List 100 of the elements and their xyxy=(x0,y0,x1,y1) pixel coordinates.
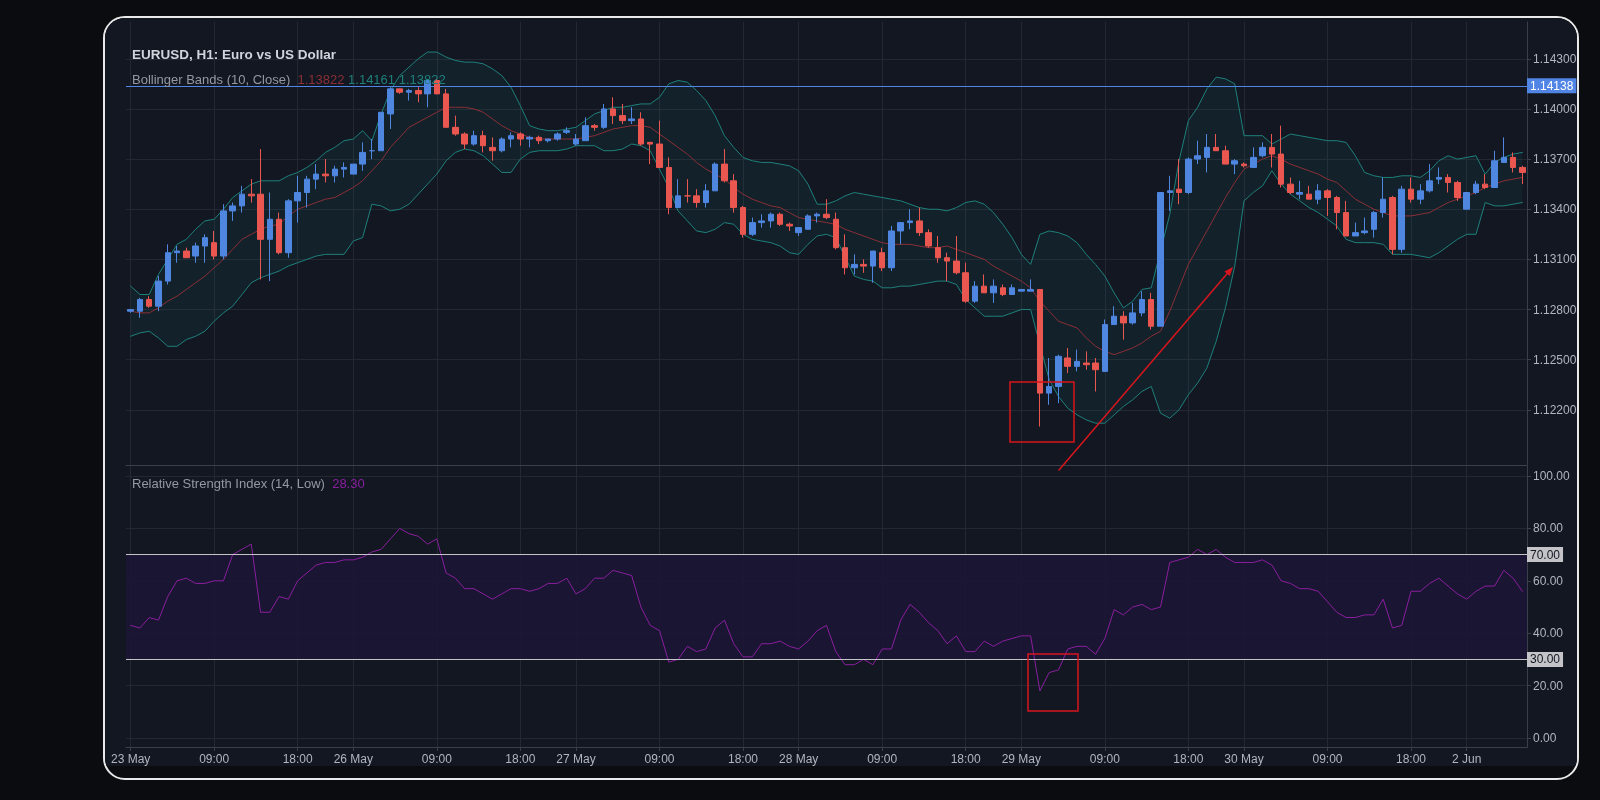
candlestick xyxy=(517,131,524,147)
x-tick-label: 2 Jun xyxy=(1452,752,1482,766)
candlestick xyxy=(211,230,217,260)
candlestick xyxy=(675,178,681,209)
candlestick xyxy=(1417,183,1424,205)
candlestick xyxy=(1222,145,1229,165)
x-tick-label: 29 May xyxy=(1001,752,1042,766)
text: EURUSD, H1: Euro vs US Dollar xyxy=(132,46,337,62)
candlestick xyxy=(545,138,551,143)
candlestick xyxy=(1250,146,1257,168)
candlestick xyxy=(1129,302,1136,326)
candlestick xyxy=(406,88,412,102)
candlestick xyxy=(322,158,329,183)
candlestick xyxy=(341,161,347,178)
x-tick-label: 09:00 xyxy=(421,752,453,766)
x-tick-label: 30 May xyxy=(1224,752,1264,766)
candlestick xyxy=(619,103,626,125)
candlestick xyxy=(248,178,255,204)
ref-line-label: 1.14138 xyxy=(1530,78,1574,93)
candlestick xyxy=(1027,278,1034,292)
candlestick xyxy=(1491,150,1498,188)
candlestick xyxy=(730,173,737,214)
x-tick-label: 09:00 xyxy=(1089,752,1121,766)
candlestick xyxy=(183,247,190,259)
candlestick xyxy=(1361,217,1368,235)
x-tick-label: 18:00 xyxy=(1396,752,1427,766)
candlestick xyxy=(1157,192,1164,327)
candlestick xyxy=(953,235,960,275)
candlestick xyxy=(1398,185,1405,254)
y-tick-label: 1.14300 xyxy=(1533,51,1577,66)
candlestick xyxy=(174,245,180,264)
candlestick xyxy=(499,136,505,153)
candlestick xyxy=(740,205,746,239)
x-tick-label: 09:00 xyxy=(867,752,898,766)
candlestick xyxy=(777,212,783,227)
candlestick xyxy=(1287,176,1294,195)
candlestick xyxy=(907,208,913,230)
candlestick xyxy=(870,250,876,284)
candlestick xyxy=(591,123,598,132)
candlestick xyxy=(944,252,950,282)
candlestick xyxy=(962,262,969,304)
candlestick xyxy=(332,165,338,183)
candlestick xyxy=(712,161,718,192)
candlestick xyxy=(1148,292,1154,331)
candlestick xyxy=(452,115,459,137)
candlestick xyxy=(359,141,366,172)
candlestick xyxy=(1231,158,1238,175)
candlestick xyxy=(1083,350,1090,371)
candlestick xyxy=(925,228,932,249)
candlestick xyxy=(721,148,728,183)
candlestick xyxy=(851,253,858,275)
candlestick xyxy=(897,222,904,245)
candlestick xyxy=(1426,163,1433,194)
y-tick-label: 1.12500 xyxy=(1533,352,1577,367)
candlestick xyxy=(1055,354,1062,404)
candlestick xyxy=(137,297,143,319)
candlestick xyxy=(972,280,978,304)
line-series xyxy=(130,143,1523,424)
candlestick xyxy=(693,188,700,209)
candlestick xyxy=(916,207,923,237)
candlestick xyxy=(313,163,319,190)
x-tick-label: 26 May xyxy=(333,752,373,766)
candlestick xyxy=(1482,173,1488,190)
candlestick xyxy=(1241,161,1247,168)
candlestick xyxy=(638,111,644,147)
candlestick xyxy=(573,133,579,147)
candlestick xyxy=(267,192,273,282)
candlestick xyxy=(276,212,282,255)
candlestick xyxy=(257,148,264,280)
candlestick xyxy=(1018,288,1025,292)
y-tick-label: 1.13100 xyxy=(1533,252,1577,267)
candlestick xyxy=(601,103,607,130)
candlestick xyxy=(1064,347,1071,374)
y-tick-label: 20.00 xyxy=(1533,678,1564,693)
candlestick xyxy=(833,212,839,250)
candlestick xyxy=(1000,283,1006,297)
candlestick xyxy=(229,202,236,222)
candlestick xyxy=(471,130,477,147)
candlestick xyxy=(220,203,227,260)
candlestick xyxy=(1269,133,1275,168)
candlestick xyxy=(239,185,245,214)
x-tick-label: 09:00 xyxy=(644,752,675,766)
annotation: 1.13822 xyxy=(297,72,345,87)
candlestick xyxy=(795,227,802,237)
candlestick xyxy=(1111,305,1117,326)
line-series xyxy=(130,51,1523,309)
candlestick xyxy=(294,175,301,224)
candlestick xyxy=(1278,125,1284,188)
candlestick xyxy=(1009,283,1015,295)
candlestick xyxy=(1315,183,1321,205)
candlestick xyxy=(786,222,793,232)
candlestick xyxy=(369,138,375,160)
candlestick xyxy=(508,131,514,148)
candlestick xyxy=(981,273,987,294)
candlestick xyxy=(1352,222,1359,237)
candlestick xyxy=(1167,175,1173,212)
annotation: 1.13822 xyxy=(398,72,446,87)
candlestick xyxy=(396,88,403,95)
candlestick xyxy=(285,198,292,259)
candlestick xyxy=(1389,195,1396,255)
